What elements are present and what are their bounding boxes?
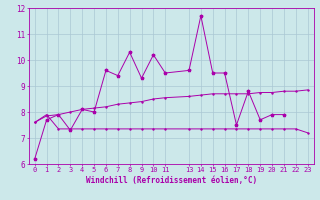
X-axis label: Windchill (Refroidissement éolien,°C): Windchill (Refroidissement éolien,°C) <box>86 176 257 185</box>
